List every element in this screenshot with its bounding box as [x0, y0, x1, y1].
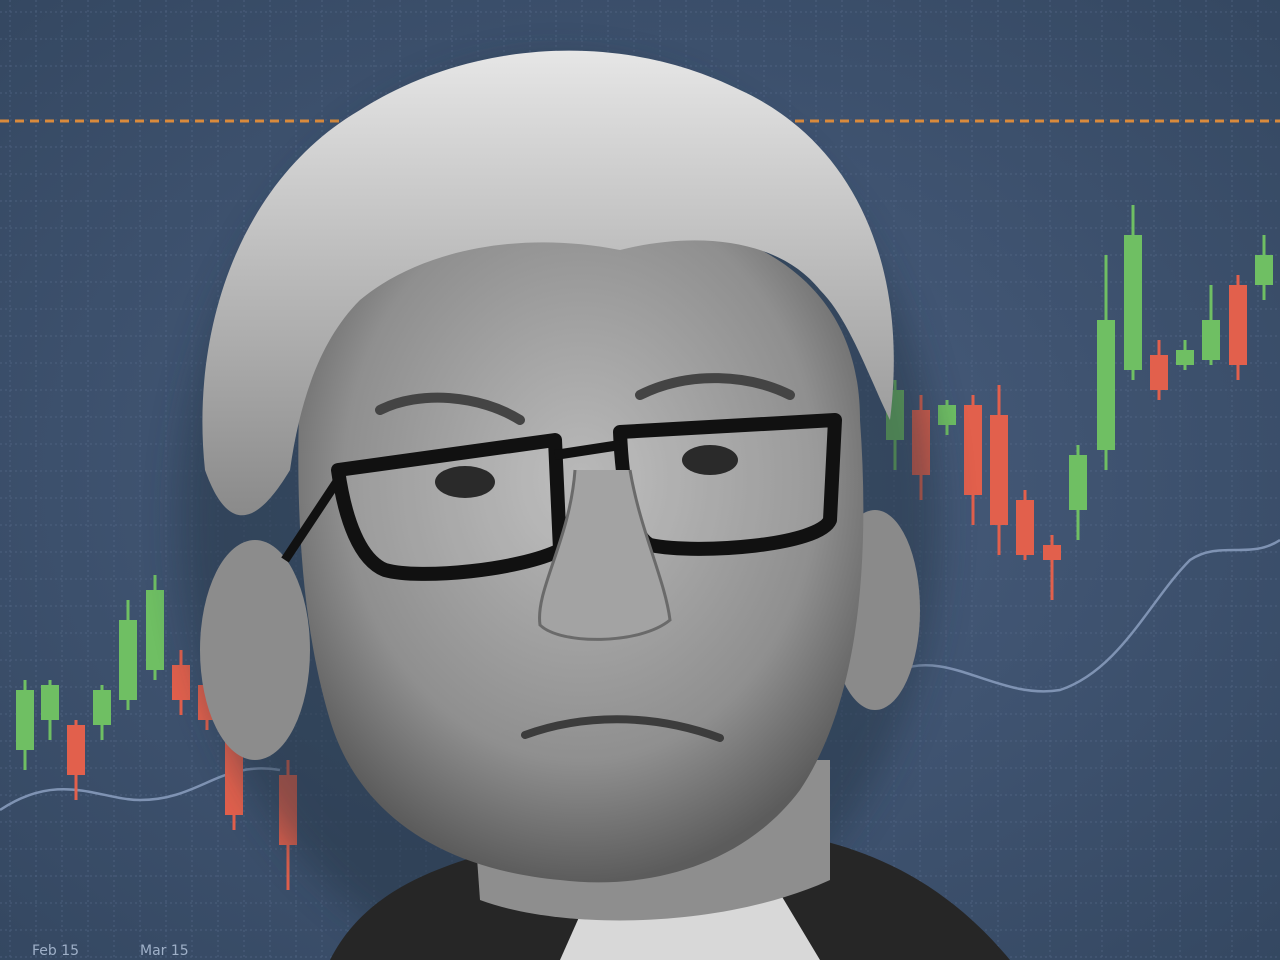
glasses-left	[331, 433, 567, 581]
candle-body	[146, 590, 164, 670]
candle-body	[1176, 350, 1194, 365]
candle-body	[172, 665, 190, 700]
glasses-bridge	[554, 440, 621, 460]
mouth	[521, 715, 724, 742]
candle-body	[1150, 355, 1168, 390]
brow-right	[635, 373, 795, 400]
candle-body	[1069, 455, 1087, 510]
candle-body	[1124, 235, 1142, 370]
candle-body	[1229, 285, 1247, 365]
candle-body	[1097, 320, 1115, 450]
candle-body	[41, 685, 59, 720]
candle-body	[990, 415, 1008, 525]
nose	[538, 469, 672, 641]
glasses-right	[613, 413, 842, 556]
eye-right	[682, 445, 738, 475]
candle-body	[1255, 255, 1273, 285]
candle-body	[938, 405, 956, 425]
portrait	[180, 50, 1010, 960]
candle-body	[964, 405, 982, 495]
axis-label: Feb 15	[32, 943, 79, 959]
trend-line	[899, 538, 1280, 693]
candle-body	[67, 725, 85, 775]
ear-left	[200, 540, 310, 760]
candle-body	[1043, 545, 1061, 560]
eye-left	[435, 466, 495, 498]
candle-body	[119, 620, 137, 700]
candle-body	[1202, 320, 1220, 360]
candle-body	[1016, 500, 1034, 555]
axis-label: Mar 15	[140, 943, 189, 959]
candle-body	[16, 690, 34, 750]
glasses-arm	[281, 477, 342, 563]
candle-body	[93, 690, 111, 725]
brow-left	[375, 392, 525, 425]
hair	[202, 50, 894, 516]
